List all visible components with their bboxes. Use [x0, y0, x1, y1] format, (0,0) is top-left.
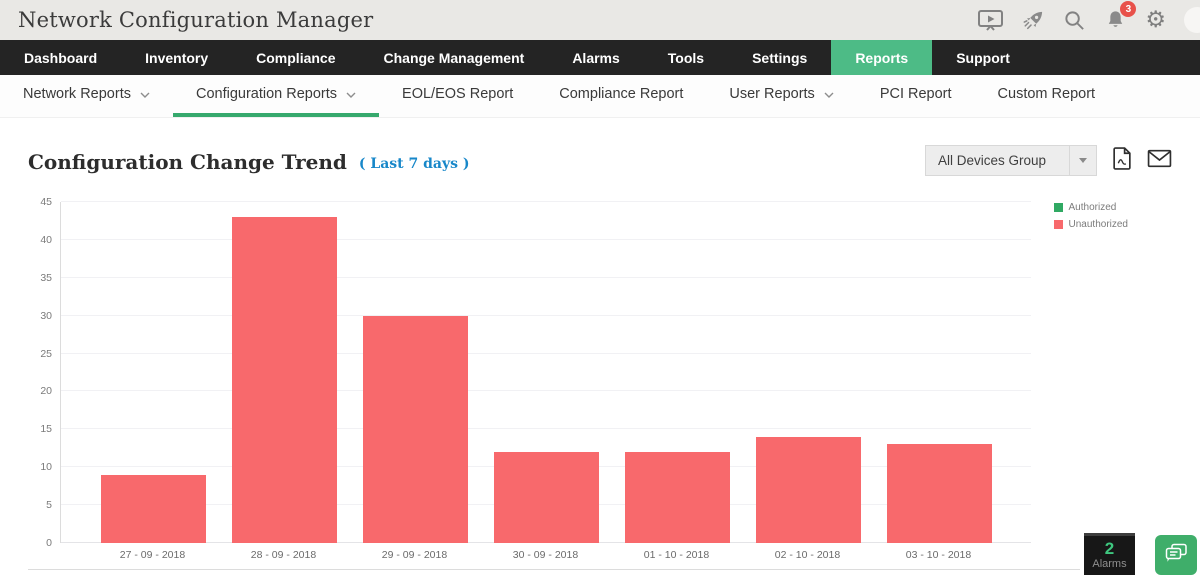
reports-subnav: Network Reports Configuration Reports EOL/…: [0, 75, 1200, 118]
x-axis-label: 02 - 10 - 2018: [774, 549, 841, 561]
y-axis-label: 45: [40, 196, 52, 208]
presentation-play-icon[interactable]: [977, 8, 1004, 33]
nav-item-inventory[interactable]: Inventory: [145, 49, 209, 66]
bar-unauthorized-6: [887, 444, 992, 543]
nav-item-reports[interactable]: Reports: [831, 40, 933, 75]
x-axis-label: 01 - 10 - 2018: [643, 549, 710, 561]
header-icons: 3 ⚙: [977, 0, 1200, 40]
gridline: [61, 314, 1031, 316]
y-axis-label: 25: [40, 347, 52, 360]
legend-authorized[interactable]: Authorized: [1053, 202, 1128, 213]
legend-swatch: [1053, 220, 1063, 229]
nav-item-compliance[interactable]: Compliance: [256, 49, 336, 66]
gridline: [61, 428, 1031, 430]
chat-button[interactable]: [1155, 535, 1197, 575]
bar-unauthorized-4: [625, 452, 730, 543]
nav-item-dashboard[interactable]: Dashboard: [24, 49, 98, 66]
gridline: [61, 276, 1031, 278]
nav-item-alarms[interactable]: Alarms: [572, 49, 620, 66]
x-axis-label: 27 - 09 - 2018: [119, 549, 186, 561]
configuration-change-trend-chart: 45 40 35 30 25 20 15 10 5 0 27 - 09 - 2018 28 - 09…: [0, 188, 1200, 570]
chevron-down-icon[interactable]: [1069, 146, 1096, 175]
page-head: Configuration Change Trend ( Last 7 days…: [28, 145, 1172, 179]
y-axis-label: 0: [46, 537, 52, 549]
y-axis-label: 10: [40, 461, 52, 474]
main-nav: Dashboard Inventory Compliance Change Manag…: [0, 40, 1200, 75]
avatar[interactable]: [1184, 7, 1200, 33]
subnav-item-label: User Reports: [729, 86, 815, 102]
report-period-label: ( Last 7 days ): [358, 155, 470, 172]
page-title: Configuration Change Trend: [28, 150, 347, 174]
subnav-item-label: Network Reports: [23, 86, 131, 102]
device-group-select[interactable]: All Devices Group: [925, 145, 1097, 176]
subnav-item-pci-report[interactable]: PCI Report: [857, 75, 975, 117]
alarms-label: Alarms: [1092, 558, 1127, 570]
bar-unauthorized-5: [756, 437, 861, 543]
bell-icon[interactable]: 3: [1104, 1, 1137, 32]
subnav-item-eol-eos-report[interactable]: EOL/EOS Report: [379, 75, 536, 117]
gridline: [61, 352, 1031, 354]
y-axis-label: 40: [40, 233, 52, 246]
y-axis-label: 20: [40, 385, 52, 398]
subnav-item-label: Compliance Report: [559, 86, 684, 102]
subnav-item-label: Configuration Reports: [195, 86, 338, 102]
bar-unauthorized-3: [494, 452, 599, 543]
alarms-widget[interactable]: 2 Alarms: [1084, 533, 1135, 575]
bar-unauthorized-0: [101, 475, 206, 543]
x-axis-label: 29 - 09 - 2018: [381, 549, 448, 561]
y-axis-label: 30: [40, 309, 52, 322]
y-axis-label: 15: [40, 423, 52, 436]
email-icon[interactable]: [1147, 149, 1172, 173]
alarms-count: 2: [1104, 539, 1115, 558]
legend-label: Authorized: [1068, 202, 1117, 213]
gear-icon[interactable]: ⚙: [1145, 6, 1166, 33]
card-divider: [28, 569, 1080, 570]
y-axis-label: 35: [40, 271, 52, 284]
nav-item-tools[interactable]: Tools: [667, 49, 705, 66]
gridline: [61, 390, 1031, 392]
chat-bubbles-icon: [1163, 541, 1190, 570]
device-group-selected-value: All Devices Group: [938, 153, 1047, 168]
x-axis-label: 03 - 10 - 2018: [905, 549, 972, 561]
nav-item-settings[interactable]: Settings: [752, 49, 808, 66]
plot-area: [60, 201, 1031, 543]
bar-unauthorized-2: [363, 316, 468, 543]
x-axis-label: 30 - 09 - 2018: [512, 549, 579, 561]
subnav-item-label: Custom Report: [997, 86, 1096, 102]
gridline: [61, 238, 1031, 240]
y-axis-label: 5: [46, 499, 52, 512]
subnav-item-label: EOL/EOS Report: [402, 86, 514, 102]
subnav-item-user-reports[interactable]: User Reports: [706, 75, 856, 117]
subnav-item-compliance-report[interactable]: Compliance Report: [536, 75, 706, 117]
search-icon[interactable]: [1063, 9, 1086, 32]
gridline: [61, 201, 1031, 202]
legend-unauthorized[interactable]: Unauthorized: [1053, 219, 1128, 230]
chart-legend: Authorized Unauthorized: [1053, 202, 1128, 230]
subnav-item-configuration-reports[interactable]: Configuration Reports: [172, 75, 380, 117]
rocket-icon[interactable]: [1022, 9, 1045, 32]
app-title: Network Configuration Manager: [18, 8, 374, 32]
export-pdf-icon[interactable]: [1112, 146, 1132, 175]
head-controls: All Devices Group: [925, 145, 1172, 176]
bar-unauthorized-1: [232, 217, 337, 543]
app-header: Network Configuration Manager: [0, 0, 1200, 40]
nav-item-change-management[interactable]: Change Management: [383, 49, 525, 66]
subnav-item-label: PCI Report: [879, 86, 952, 102]
legend-label: Unauthorized: [1068, 219, 1128, 230]
legend-swatch: [1053, 203, 1063, 212]
subnav-item-custom-report[interactable]: Custom Report: [975, 75, 1119, 117]
x-axis-label: 28 - 09 - 2018: [250, 549, 317, 561]
nav-item-support[interactable]: Support: [956, 49, 1010, 66]
notification-badge[interactable]: 3: [1120, 1, 1137, 17]
subnav-item-network-reports[interactable]: Network Reports: [0, 75, 173, 117]
